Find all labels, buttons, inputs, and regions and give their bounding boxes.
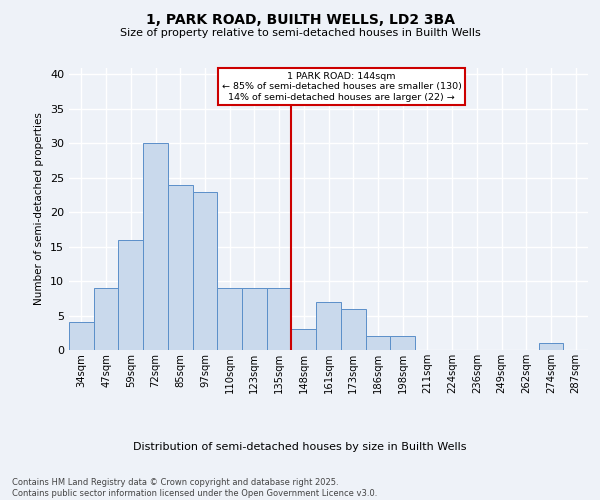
Bar [217, 288, 242, 350]
Bar [118, 240, 143, 350]
Text: Size of property relative to semi-detached houses in Builth Wells: Size of property relative to semi-detach… [119, 28, 481, 38]
Y-axis label: Number of semi-detached properties: Number of semi-detached properties [34, 112, 44, 305]
Bar [292, 330, 316, 350]
Bar [69, 322, 94, 350]
Bar [94, 288, 118, 350]
Bar [193, 192, 217, 350]
Bar [267, 288, 292, 350]
Text: Contains HM Land Registry data © Crown copyright and database right 2025.
Contai: Contains HM Land Registry data © Crown c… [12, 478, 377, 498]
Bar [539, 343, 563, 350]
Bar [390, 336, 415, 350]
Bar [242, 288, 267, 350]
Bar [365, 336, 390, 350]
Bar [316, 302, 341, 350]
Text: Distribution of semi-detached houses by size in Builth Wells: Distribution of semi-detached houses by … [133, 442, 467, 452]
Text: 1, PARK ROAD, BUILTH WELLS, LD2 3BA: 1, PARK ROAD, BUILTH WELLS, LD2 3BA [146, 12, 455, 26]
Bar [143, 144, 168, 350]
Text: 1 PARK ROAD: 144sqm
← 85% of semi-detached houses are smaller (130)
14% of semi-: 1 PARK ROAD: 144sqm ← 85% of semi-detach… [221, 72, 461, 102]
Bar [341, 308, 365, 350]
Bar [168, 184, 193, 350]
